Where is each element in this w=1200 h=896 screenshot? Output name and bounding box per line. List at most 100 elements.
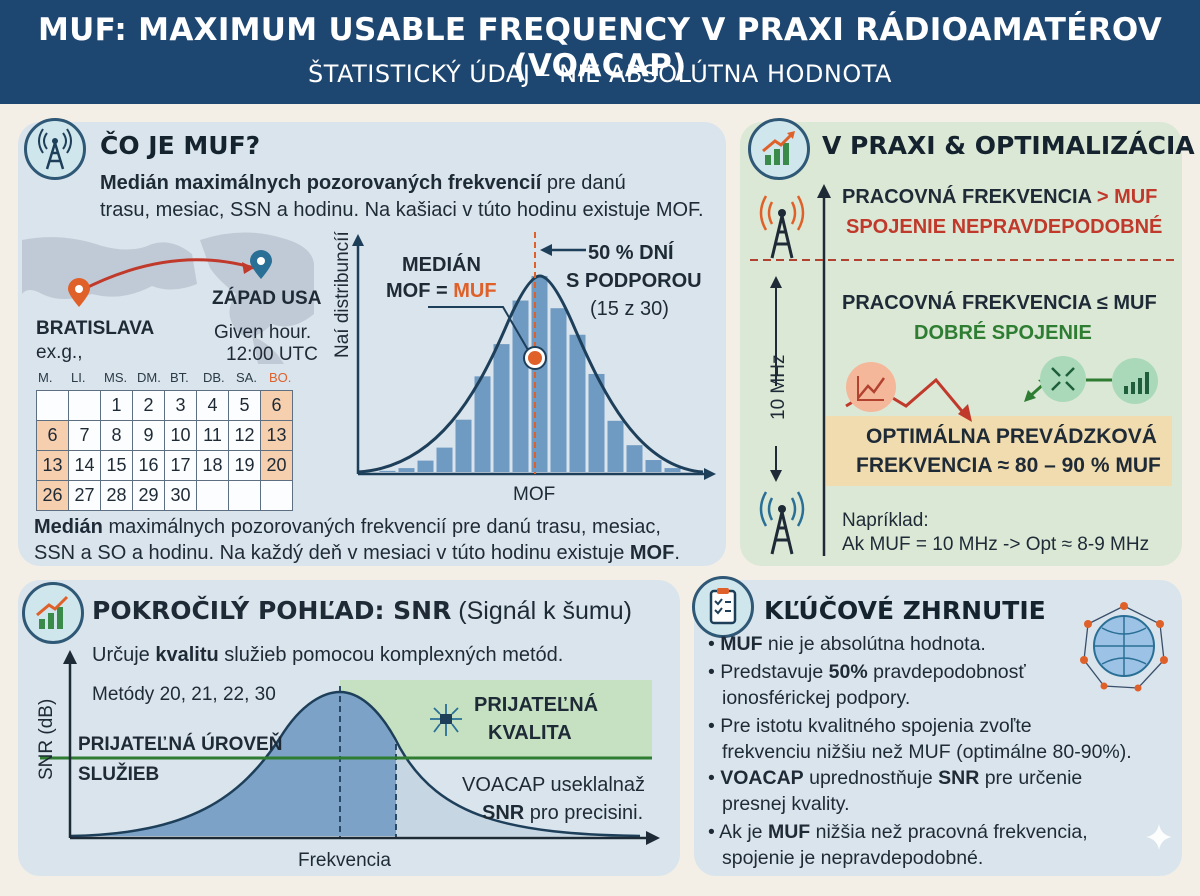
calendar-day-header: MS. — [104, 370, 128, 385]
calendar-day-header: SA. — [236, 370, 257, 385]
calendar-day: 5 — [228, 390, 261, 421]
calendar-day: 7 — [68, 420, 101, 451]
summary-bullet-5-line2: spojenie je nepravdepodobné. — [722, 847, 984, 869]
map-origin-label: BRATISLAVA — [36, 318, 155, 339]
distribution-bar — [398, 468, 415, 472]
calendar-day-header: DB. — [203, 370, 225, 385]
calendar-day: 12 — [228, 420, 261, 451]
practice-panel — [740, 122, 1182, 566]
practice-axis-label: 10 MHz — [768, 354, 789, 420]
above-muf-line2: SPOJENIE NEPRAVDEPODOBNÉ — [846, 216, 1163, 238]
optimal-band — [826, 416, 1172, 486]
bar-chart-icon — [22, 582, 84, 644]
muf-panel-title: ČO JE MUF? — [100, 131, 261, 160]
mof-distribution-chart — [352, 232, 716, 480]
calendar-day: 26 — [36, 480, 69, 511]
median-label-muf: MUF — [453, 280, 497, 302]
calendar-day: 15 — [100, 450, 133, 481]
radio-tower-icon — [24, 118, 86, 180]
calendar-day-header: DM. — [137, 370, 161, 385]
above-muf-label: PRACOVNÁ FREKVENCIA — [842, 186, 1097, 208]
compress-icon — [1040, 356, 1086, 402]
snr-desc: Určuje kvalitu služieb pomocou komplexný… — [92, 642, 563, 668]
practice-panel-title: V PRAXI & OPTIMALIZÁCIA — [822, 131, 1195, 160]
calendar-day: 9 — [132, 420, 165, 451]
calendar-day-header: LI. — [71, 370, 86, 385]
median-label-2: MOF = MUF — [386, 280, 497, 303]
summary-bullet-5-pre: Ak je — [719, 821, 768, 843]
tower-red-icon — [759, 195, 805, 259]
snr-xlabel: Frekvencia — [298, 850, 391, 871]
distribution-bar — [436, 447, 453, 472]
calendar-day: 17 — [164, 450, 197, 481]
days-label-1: 50 % DNÍ — [588, 242, 674, 264]
sparkle-icon — [1146, 824, 1172, 850]
snr-desc-post: služieb pomocou komplexných metód. — [218, 644, 564, 666]
example-line1: Napríklad: — [842, 510, 929, 531]
map-origin-note: ex.g., — [36, 342, 83, 363]
calendar-day: 6 — [36, 420, 69, 451]
distribution-bar — [588, 373, 605, 472]
calendar: 1 2 3 4 5 6 6 7 8 9 10 11 12 13 13 14 15 16 17 18 19 20 26 27 28… — [36, 390, 293, 511]
muf-footer-line2: SSN a SO a hodinu. Na každý deň v mesiac… — [34, 540, 680, 566]
distribution-bar — [531, 276, 548, 472]
median-marker — [528, 351, 542, 365]
muf-footer-bold-1: Medián — [34, 516, 103, 538]
tower-blue-icon — [759, 491, 805, 555]
calendar-day: 14 — [68, 450, 101, 481]
acceptable-quality-label-1: PRIJATEĽNÁ — [474, 694, 599, 716]
summary-bullet-4-line2: presnej kvality. — [722, 793, 850, 815]
distribution-bar — [607, 420, 624, 472]
calendar-week: 26 27 28 29 30 — [36, 480, 293, 511]
calendar-day: 2 — [132, 390, 165, 421]
muf-footer-bold-2: MOF — [629, 542, 675, 564]
distribution-bar — [569, 334, 586, 472]
page-title: MUF: MAXIMUM USABLE FREQUENCY V PRAXI RÁ… — [37, 12, 1162, 84]
calendar-day: 10 — [164, 420, 197, 451]
calendar-day-header: BT. — [170, 370, 189, 385]
snr-title-bold: POKROČILÝ POHĽAD: SNR — [92, 596, 452, 625]
muf-intro-rest: pre danú — [541, 172, 626, 194]
practice-diagram — [750, 184, 1176, 556]
summary-bullet-4: • VOACAP uprednostňuje SNR pre určenie — [708, 767, 1083, 789]
distribution-bar — [664, 468, 681, 472]
summary-bullet-1-rest: nie je absolútna hodnota. — [762, 633, 986, 655]
summary-bullet-2-pre: Predstavuje — [720, 661, 829, 683]
calendar-day: 11 — [196, 420, 229, 451]
destination-pin-icon — [250, 250, 272, 279]
calendar-day: 18 — [196, 450, 229, 481]
summary-bullet-4-bold2: SNR — [938, 767, 980, 789]
snr-ylabel: SNR (dB) — [36, 698, 57, 780]
summary-panel-title: KĽÚČOVÉ ZHRNUTIE — [764, 596, 1046, 625]
calendar-week: 13 14 15 16 17 18 19 20 — [36, 450, 293, 481]
acceptable-level-label-2: SLUŽIEB — [78, 764, 160, 785]
voacap-note-bold: SNR — [482, 802, 525, 824]
world-map — [22, 232, 314, 364]
clipboard-icon — [692, 576, 754, 638]
optimal-line2: FREKVENCIA ≈ 80 – 90 % MUF — [856, 454, 1161, 477]
muf-intro-line2: trasu, mesiac, SSN a hodinu. Na kašiaci … — [100, 199, 704, 221]
snr-curve — [69, 690, 641, 838]
summary-bullet-5-bold: MUF — [767, 821, 811, 843]
distribution-xlabel: MOF — [513, 484, 556, 505]
muf-intro-line1: Medián maximálnych pozorovaných frekvenc… — [100, 170, 626, 196]
snr-chart — [40, 650, 660, 845]
calendar-day: 19 — [228, 450, 261, 481]
calendar-day — [36, 390, 69, 421]
header-banner: MUF: MAXIMUM USABLE FREQUENCY V PRAXI RÁ… — [0, 0, 1200, 104]
signal-bars-icon — [1112, 358, 1158, 404]
calendar-day: 28 — [100, 480, 133, 511]
calendar-day-header: BO. — [269, 370, 292, 385]
below-muf-line1: PRACOVNÁ FREKVENCIA ≤ MUF — [842, 292, 1157, 314]
distribution-bar — [493, 344, 510, 472]
example-line2: Ak MUF = 10 MHz -> Opt ≈ 8-9 MHz — [842, 534, 1150, 555]
calendar-week: 6 7 8 9 10 11 12 13 — [36, 420, 293, 451]
acceptable-quality-label-2: KVALITA — [488, 722, 572, 744]
map-time-note-1: Given hour. — [214, 322, 312, 343]
summary-bullet-3: • Pre istotu kvalitného spojenia zvoľte — [708, 715, 1032, 737]
calendar-day: 1 — [100, 390, 133, 421]
summary-bullet-5: • Ak je MUF nižšia než pracovná frekvenc… — [708, 821, 1088, 843]
calendar-day — [196, 480, 229, 511]
distribution-ylabel: Naí distribuncíí — [332, 231, 353, 358]
